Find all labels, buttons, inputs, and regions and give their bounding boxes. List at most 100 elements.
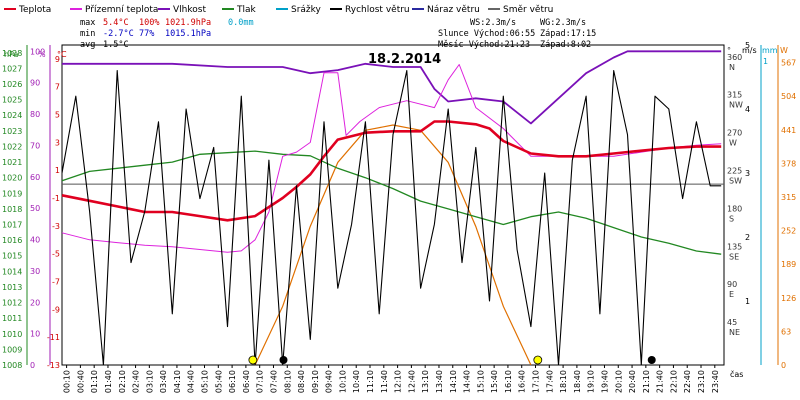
hpa-tick-20: 1008 [2, 361, 22, 370]
sunset-marker [533, 355, 543, 365]
w-tick-2: 441 [781, 126, 796, 135]
x-tick-35: 17:40 [545, 370, 554, 393]
c-tick-4: 1 [55, 166, 60, 175]
x-tick-40: 20:10 [614, 370, 623, 393]
c-tick-2: 5 [55, 111, 60, 120]
x-tick-12: 06:10 [228, 370, 237, 393]
series-temperature-line [61, 120, 722, 222]
stats-max-hum: 100% [139, 18, 159, 28]
y-axis-celsius: °C 9 7 5 3 1 -1 -3 -5 -7 -9 -11 -13 [47, 50, 67, 370]
stats-min-press: 1015.1hPa [165, 29, 211, 39]
x-tick-30: 15:10 [476, 370, 485, 393]
hpa-tick-13: 1015 [2, 252, 22, 261]
deg-unit-label: ° [727, 46, 731, 55]
hpa-tick-4: 1024 [2, 111, 22, 120]
pct-tick-0: 100 [30, 47, 45, 56]
pct-tick-5: 50 [30, 204, 40, 213]
w-tick-0: 567 [781, 59, 796, 68]
hpa-tick-8: 1020 [2, 174, 22, 183]
hpa-tick-10: 1018 [2, 205, 22, 214]
legend-label-5: Rychlost větru [345, 5, 410, 15]
stats-avg-temp: 1.5°C [103, 40, 129, 50]
x-tick-6: 03:10 [145, 370, 154, 393]
x-tick-37: 18:40 [573, 370, 582, 393]
x-tick-28: 14:10 [449, 370, 458, 393]
x-tick-15: 07:40 [269, 370, 278, 393]
x-tick-10: 05:10 [201, 370, 210, 393]
deg-tick-4: 180 [727, 204, 742, 213]
ms-tick-1: 4 [745, 105, 750, 114]
deg-tick-1: 315 [727, 91, 742, 100]
pct-tick-4: 60 [30, 173, 40, 182]
pct-tick-8: 20 [30, 298, 40, 307]
c-tick-3: 3 [55, 138, 60, 147]
c-tick-6: -3 [52, 222, 60, 231]
deg-tick-6: 90 [727, 280, 737, 289]
x-tick-36: 18:10 [559, 370, 568, 393]
dir-tick-0: N [729, 63, 735, 72]
series-wind-speed-line [61, 70, 722, 366]
x-tick-20: 10:10 [338, 370, 347, 393]
stats-precip: 0.0mm [228, 18, 254, 28]
series-pressure-line [61, 150, 722, 255]
legend-label-1: Přízemní teplota [85, 5, 158, 15]
plot-frame [61, 44, 725, 366]
x-tick-26: 13:10 [421, 370, 430, 393]
x-tick-5: 02:40 [132, 370, 141, 393]
w-tick-1: 504 [781, 92, 796, 101]
ms-unit-label: m/s [742, 46, 757, 55]
x-tick-23: 11:40 [380, 370, 389, 393]
dir-tick-4: S [729, 214, 734, 223]
c-tick-5: -1 [52, 194, 60, 203]
x-tick-42: 21:10 [642, 370, 651, 393]
hpa-tick-7: 1021 [2, 158, 22, 167]
hpa-tick-12: 1016 [2, 236, 22, 245]
x-tick-34: 17:10 [532, 370, 541, 393]
w-tick-8: 63 [781, 327, 791, 336]
stats-max-label: max [80, 18, 95, 28]
stats-min-hum: 77% [139, 29, 154, 39]
stats-sun-set: Západ:17:15 [540, 29, 596, 39]
stats-moon-set: Západ:8:02 [540, 40, 591, 50]
dir-tick-1: NW [729, 101, 743, 110]
plot-layer [61, 50, 722, 366]
x-tick-3: 01:40 [104, 370, 113, 393]
hpa-tick-17: 1011 [2, 314, 22, 323]
x-tick-31: 15:40 [490, 370, 499, 393]
x-tick-0: 00:10 [63, 370, 72, 393]
hpa-tick-1: 1027 [2, 64, 22, 73]
x-tick-18: 09:10 [311, 370, 320, 393]
stats-min-temp: -2.7°C [103, 29, 134, 39]
c-tick-8: -7 [52, 278, 60, 287]
hpa-tick-11: 1017 [2, 221, 22, 230]
stats-sun-rise: Slunce Východ:06:55 [438, 29, 535, 39]
x-tick-4: 02:10 [118, 370, 127, 393]
pct-tick-2: 80 [30, 110, 40, 119]
hpa-tick-18: 1010 [2, 330, 22, 339]
x-tick-29: 14:40 [463, 370, 472, 393]
ms-tick-0: 5 [745, 41, 750, 50]
y-axis-mm: mm 1 [762, 46, 778, 66]
stats-moon-rise: Měsíc Východ:21:23 [438, 40, 530, 50]
w-tick-4: 315 [781, 193, 796, 202]
x-tick-32: 16:10 [504, 370, 513, 393]
x-tick-46: 23:10 [697, 370, 706, 393]
x-tick-2: 01:10 [90, 370, 99, 393]
ms-tick-3: 2 [745, 233, 750, 242]
x-tick-9: 04:40 [187, 370, 196, 393]
ms-tick-2: 3 [745, 169, 750, 178]
legend-label-6: Náraz větru [427, 5, 480, 15]
x-tick-43: 21:40 [656, 370, 665, 393]
stats-max-temp: 5.4°C [103, 18, 129, 28]
stats-ws: WS:2.3m/s [470, 18, 516, 28]
deg-tick-5: 135 [727, 242, 742, 251]
x-tick-45: 22:40 [683, 370, 692, 393]
x-tick-1: 00:40 [76, 370, 85, 393]
stats-max-press: 1021.9hPa [165, 18, 211, 28]
w-tick-9: 0 [781, 361, 786, 370]
x-tick-25: 12:40 [407, 370, 416, 393]
w-tick-3: 378 [781, 159, 796, 168]
pct-tick-1: 90 [30, 79, 40, 88]
